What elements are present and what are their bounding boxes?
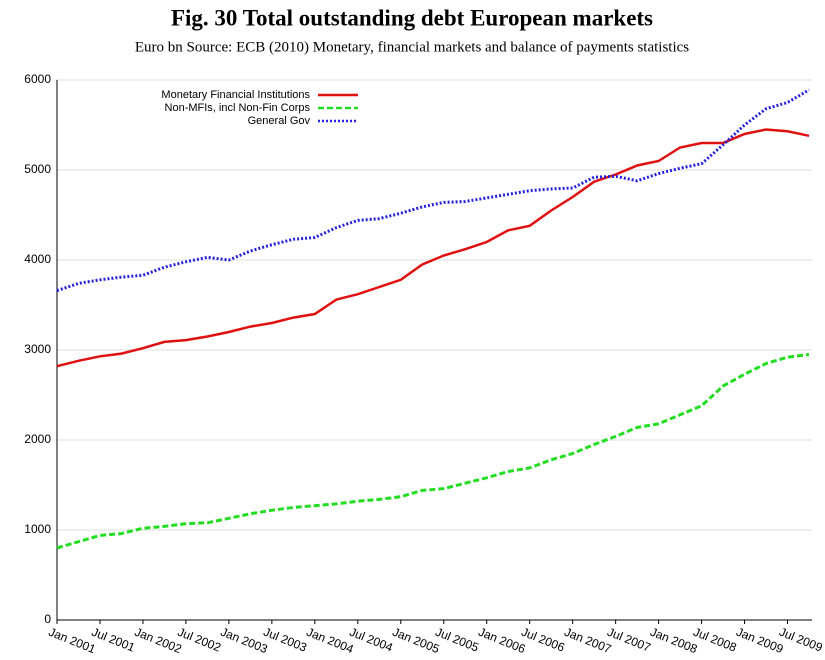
y-tick-label: 3000	[24, 342, 51, 356]
legend-label: Non-MFIs, incl Non-Fin Corps	[165, 102, 311, 114]
y-tick-label: 4000	[24, 252, 51, 266]
x-tick-label: Jan 2003	[219, 625, 270, 657]
x-tick-label: Jul 2005	[433, 625, 481, 655]
y-tick-label: 0	[44, 612, 51, 626]
series-line	[56, 353, 810, 550]
x-tick-label: Jul 2007	[605, 625, 653, 655]
series-line	[56, 88, 810, 293]
y-tick-label: 1000	[24, 522, 51, 536]
x-tick-label: Jul 2004	[347, 625, 395, 655]
x-tick-label: Jul 2009	[777, 625, 825, 655]
x-tick-label: Jan 2004	[305, 625, 356, 657]
series-line	[56, 128, 810, 368]
y-tick-label: 5000	[24, 162, 51, 176]
chart-title: Fig. 30 Total outstanding debt European …	[171, 5, 653, 30]
legend-label: General Gov	[248, 115, 311, 127]
x-tick-label: Jul 2008	[691, 625, 739, 655]
y-tick-label: 6000	[24, 72, 51, 86]
x-tick-label: Jan 2007	[562, 625, 613, 657]
chart-subtitle: Euro bn Source: ECB (2010) Monetary, fin…	[135, 39, 689, 55]
x-tick-label: Jan 2008	[648, 625, 699, 657]
x-tick-label: Jul 2001	[90, 625, 138, 655]
y-tick-label: 2000	[24, 432, 51, 446]
x-tick-label: Jan 2006	[476, 625, 527, 657]
x-tick-label: Jul 2002	[176, 625, 224, 655]
x-tick-label: Jan 2001	[47, 625, 98, 657]
x-tick-label: Jan 2005	[390, 625, 441, 657]
x-tick-label: Jul 2006	[519, 625, 567, 655]
legend-label: Monetary Financial Institutions	[161, 89, 310, 101]
x-tick-label: Jan 2009	[734, 625, 785, 657]
x-tick-label: Jul 2003	[262, 625, 310, 655]
x-tick-label: Jan 2002	[133, 625, 184, 657]
